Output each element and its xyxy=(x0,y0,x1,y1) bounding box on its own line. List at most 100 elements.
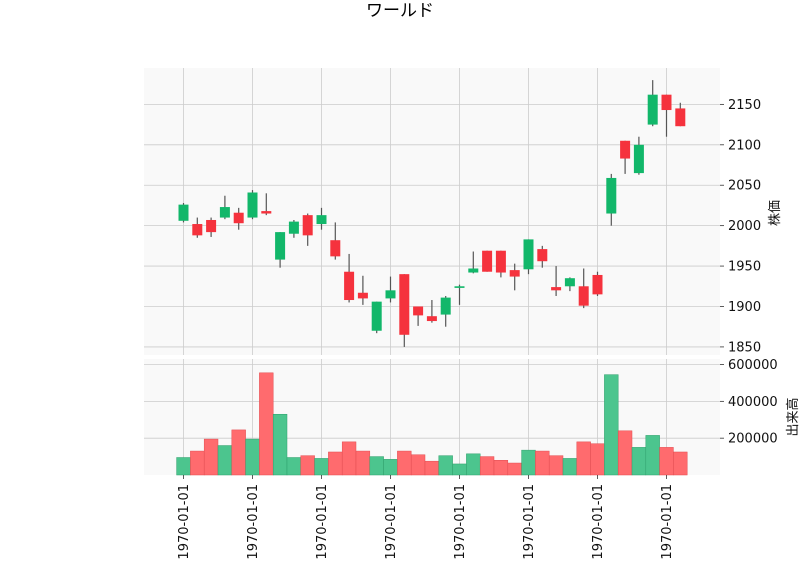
x-ticks: 1970-01-01 1970-01-01 1970-01-01 1970-01-01… xyxy=(177,475,675,560)
chart-title: ワールド xyxy=(366,1,434,21)
x-tick-label: 1970-01-01 xyxy=(315,484,330,560)
price-tick-label: 1900 xyxy=(728,300,761,315)
candle xyxy=(426,300,437,323)
candle xyxy=(537,245,548,268)
candle-body xyxy=(247,192,258,218)
volume-bar xyxy=(245,438,260,476)
volume-bar xyxy=(576,441,591,476)
candle xyxy=(247,190,258,220)
volume-bar xyxy=(659,447,674,476)
candle xyxy=(578,268,589,309)
volume-bar xyxy=(217,445,233,476)
volume-bar xyxy=(369,456,384,476)
volume-bar xyxy=(507,462,522,476)
candle-body xyxy=(633,144,644,174)
candle-body xyxy=(330,240,341,257)
volume-bar xyxy=(493,460,509,476)
volume-bar xyxy=(631,447,647,476)
candle-body xyxy=(468,268,479,273)
volume-bar xyxy=(203,438,219,476)
candle xyxy=(592,271,603,296)
volume-bar xyxy=(590,443,605,476)
candle xyxy=(523,239,534,275)
volume-bar xyxy=(645,435,660,476)
candle xyxy=(551,266,562,296)
volume-bar xyxy=(259,372,274,476)
volume-bar xyxy=(548,455,564,476)
candle xyxy=(330,222,341,260)
price-tick-label: 1950 xyxy=(728,260,761,275)
candle xyxy=(675,102,686,127)
candle xyxy=(564,277,575,292)
candle-body xyxy=(178,204,189,221)
volume-tick-label: 200000 xyxy=(728,432,778,447)
volume-y-ticks: 200000 400000 600000 xyxy=(720,358,778,447)
volume-bar xyxy=(328,451,343,476)
candle-body xyxy=(261,211,272,214)
candle-body xyxy=(233,212,244,224)
candle xyxy=(288,219,299,238)
x-tick-label: 1970-01-01 xyxy=(591,484,606,560)
volume-bar xyxy=(562,458,578,476)
candle xyxy=(647,80,658,127)
volume-bar xyxy=(355,450,371,476)
candle-body xyxy=(454,286,465,288)
candle xyxy=(454,284,465,305)
candle-body xyxy=(316,215,327,225)
candle xyxy=(275,232,286,268)
volume-bar xyxy=(190,450,205,476)
candle-body xyxy=(399,274,410,335)
candle xyxy=(468,251,479,274)
volume-bar xyxy=(673,451,688,476)
candle xyxy=(357,275,368,305)
x-tick-label: 1970-01-01 xyxy=(522,484,537,560)
candle-body xyxy=(606,177,617,214)
price-axis-label: 株価 xyxy=(768,200,783,226)
candle xyxy=(495,250,506,278)
volume-bar xyxy=(479,456,495,476)
candle xyxy=(482,250,493,272)
volume-bar xyxy=(341,441,357,476)
volume-bar xyxy=(521,449,536,476)
candle xyxy=(344,253,355,303)
price-tick-label: 1850 xyxy=(728,340,761,355)
price-tick-label: 2100 xyxy=(728,138,761,153)
x-tick-label: 1970-01-01 xyxy=(246,484,261,560)
candle-body xyxy=(357,292,368,299)
candle xyxy=(399,274,410,347)
candle-body xyxy=(509,270,520,277)
candle-body xyxy=(371,301,382,331)
candle xyxy=(633,136,644,175)
volume-bars xyxy=(176,372,688,476)
volume-bar xyxy=(466,453,481,476)
volume-bar xyxy=(300,455,315,476)
candle xyxy=(606,173,617,226)
candle-body xyxy=(620,140,631,159)
candle-body xyxy=(344,271,355,301)
candles xyxy=(178,80,686,347)
volume-bar xyxy=(383,459,398,476)
candle xyxy=(413,306,424,326)
candle xyxy=(509,263,520,291)
candle xyxy=(385,276,396,303)
candle-body xyxy=(302,215,313,236)
candle-body xyxy=(426,316,437,322)
candle-body xyxy=(661,94,672,111)
candle-body xyxy=(551,287,562,291)
volume-bar xyxy=(438,455,453,476)
volume-bar xyxy=(617,430,633,476)
candle-body xyxy=(537,249,548,262)
x-tick-label: 1970-01-01 xyxy=(177,484,192,560)
x-tick-label: 1970-01-01 xyxy=(384,484,399,560)
volume-bar xyxy=(452,463,467,476)
price-tick-label: 2150 xyxy=(728,98,761,113)
candle-body xyxy=(523,239,534,270)
candle-body xyxy=(440,297,451,315)
volume-axis-label: 出来高 xyxy=(785,397,800,436)
volume-bar xyxy=(176,457,191,476)
candle xyxy=(261,193,272,216)
candle-body xyxy=(192,224,203,236)
candle xyxy=(661,94,672,137)
candle xyxy=(302,213,313,246)
